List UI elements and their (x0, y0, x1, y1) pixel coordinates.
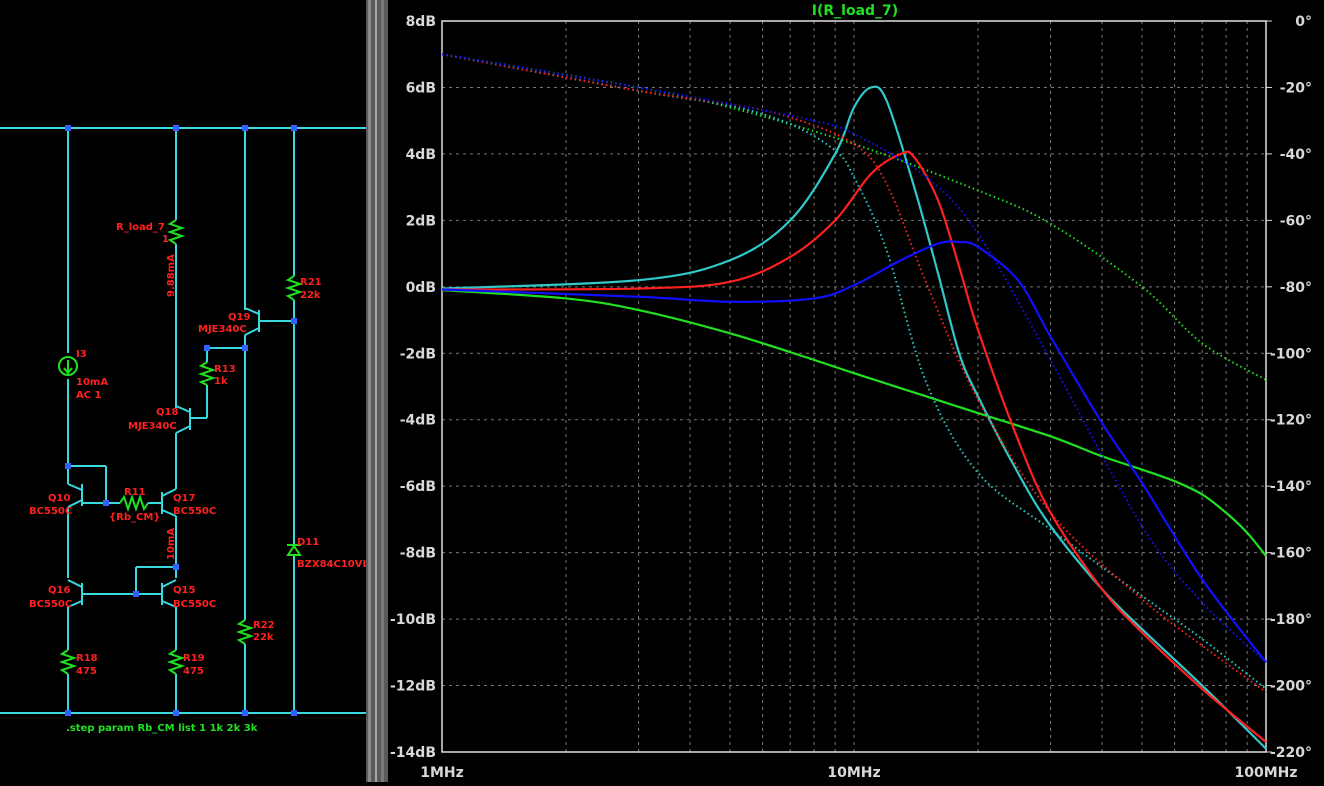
y2-tick-label: -120° (1270, 413, 1312, 429)
y-tick-label: -10dB (390, 612, 436, 628)
label-i3-ac: AC 1 (76, 390, 102, 401)
magnitude-trace (441, 240, 1267, 663)
label-r19-value: 475 (183, 666, 204, 677)
label-rload-ref: R_load_7 (116, 222, 165, 233)
plot-grid (441, 20, 1267, 753)
waveform-pane[interactable]: I(R_load_7) 8dB 6dB 4dB 2dB 0dB -2dB -4dB -6dB -… (388, 0, 1324, 782)
label-q15-ref: Q15 (173, 585, 195, 596)
label-r19-ref: R19 (183, 653, 205, 664)
label-r11-value: {Rb_CM} (109, 512, 160, 523)
label-q15-value: BC550C (173, 599, 216, 610)
y2-tick-label: -160° (1270, 546, 1312, 562)
current-label-load: 9.88mA (166, 254, 177, 297)
right-axis-labels: 0° -20° -40° -60° -80° -100° -120° -140° -160° -1… (1266, 14, 1312, 761)
label-d11-value: BZX84C10VL (297, 559, 366, 570)
label-r18-value: 475 (76, 666, 97, 677)
phase-trace (441, 53, 1267, 693)
y-tick-label: 0dB (406, 280, 436, 296)
y2-tick-label: -100° (1270, 346, 1312, 362)
y2-tick-label: -140° (1270, 479, 1312, 495)
pane-splitter[interactable] (366, 0, 388, 782)
label-rload-value: 1 (162, 234, 169, 245)
label-q19-value: MJE340C (198, 324, 247, 335)
trace-title[interactable]: I(R_load_7) (812, 3, 898, 19)
label-q10-value: BC550C (29, 506, 72, 517)
x-tick-label: 100MHz (1234, 765, 1297, 781)
y2-tick-label: -180° (1270, 612, 1312, 628)
label-q17-ref: Q17 (173, 493, 195, 504)
left-axis-labels: 8dB 6dB 4dB 2dB 0dB -2dB -4dB -6dB -8dB -10dB -12d… (390, 14, 436, 761)
label-q16-ref: Q16 (48, 585, 70, 596)
label-r11-ref: R11 (124, 487, 146, 498)
label-q17-value: BC550C (173, 506, 216, 517)
label-r13-value: 1k (214, 376, 228, 387)
y-tick-label: 2dB (406, 213, 436, 229)
waveform-plot[interactable]: I(R_load_7) 8dB 6dB 4dB 2dB 0dB -2dB -4dB -6dB -… (388, 0, 1324, 782)
plot-traces (441, 53, 1267, 750)
y-tick-label: -8dB (400, 546, 436, 562)
label-q18-ref: Q18 (156, 407, 178, 418)
y2-tick-label: 0° (1295, 14, 1312, 30)
schematic-pane[interactable]: R_load_7 1 R21 22k Q19 MJE340C R13 1k I3… (0, 0, 366, 782)
y-tick-label: 4dB (406, 147, 436, 163)
y-tick-label: -14dB (390, 745, 436, 761)
y2-tick-label: -80° (1280, 280, 1312, 296)
current-label-q17: 10mA (166, 528, 177, 560)
plot-frame (441, 20, 1267, 753)
x-tick-label: 1MHz (420, 765, 464, 781)
y-tick-label: 6dB (406, 80, 436, 96)
phase-trace (441, 53, 1267, 690)
y-tick-label: -4dB (400, 413, 436, 429)
label-r21-value: 22k (300, 290, 321, 301)
label-r13-ref: R13 (214, 364, 236, 375)
y2-tick-label: -20° (1280, 80, 1312, 96)
x-axis-labels: 1MHz 10MHz 100MHz (420, 765, 1297, 781)
label-q16-value: BC550C (29, 599, 72, 610)
y-tick-label: -2dB (400, 346, 436, 362)
y2-tick-label: -220° (1270, 745, 1312, 761)
label-q10-ref: Q10 (48, 493, 70, 504)
x-tick-label: 10MHz (827, 765, 880, 781)
y2-tick-label: -60° (1280, 213, 1312, 229)
label-i3-value: 10mA (76, 377, 108, 388)
y2-tick-label: -200° (1270, 679, 1312, 695)
magnitude-trace (441, 150, 1267, 743)
magnitude-trace (441, 289, 1267, 557)
y-tick-label: 8dB (406, 14, 436, 30)
y-tick-label: -12dB (390, 679, 436, 695)
label-r21-ref: R21 (300, 277, 322, 288)
y-tick-label: -6dB (400, 479, 436, 495)
step-directive[interactable]: .step param Rb_CM list 1 1k 2k 3k (66, 723, 258, 734)
label-q19-ref: Q19 (228, 312, 250, 323)
schematic-canvas[interactable]: R_load_7 1 R21 22k Q19 MJE340C R13 1k I3… (0, 0, 366, 782)
label-q18-value: MJE340C (128, 421, 177, 432)
phase-trace (441, 53, 1267, 664)
y2-tick-label: -40° (1280, 147, 1312, 163)
label-i3-ref: I3 (76, 349, 87, 360)
label-d11-ref: D11 (297, 537, 319, 548)
label-r22-value: 22k (253, 632, 274, 643)
label-r22-ref: R22 (253, 620, 275, 631)
magnitude-trace (441, 85, 1267, 750)
label-r18-ref: R18 (76, 653, 98, 664)
